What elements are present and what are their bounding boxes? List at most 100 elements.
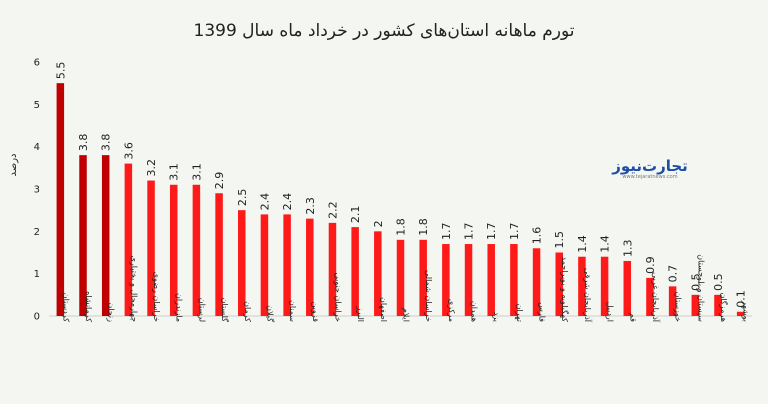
data-label: 2.2 [326,201,339,219]
data-label: 5.5 [54,62,67,80]
category-label: اردبیل [606,302,615,322]
data-label: 2.5 [236,189,249,207]
bar [215,193,223,316]
category-label: یزد [492,312,501,322]
data-label: 3.8 [100,134,113,152]
bar [555,252,563,316]
y-axis-label: درصد [8,153,19,176]
y-tick-label: 6 [34,58,40,69]
category-label: کهگیلویه و بویراحمد [560,256,570,322]
data-label: 2.4 [258,193,271,211]
category-label: سیستان و بلوچستان [696,254,705,322]
bar [238,210,246,316]
logo-url: www.tejaratnews.com [622,174,678,180]
bar [646,277,654,316]
bars [56,83,745,317]
category-label: خراسان جنوبی [333,272,342,322]
category-label: کردستان [61,293,70,322]
category-label: فارس [538,302,547,322]
data-label: 0.9 [644,256,657,274]
data-label: 3.8 [77,134,90,152]
category-label: آذربایجان غربی [651,272,661,323]
bar [192,184,201,316]
y-axis-ticks: 0 1 2 3 4 5 6 [34,58,40,323]
category-label: زنجان [107,302,116,322]
chart-title: تورم ماهانه استان‌های کشور در خرداد ماه … [194,21,575,41]
data-label: 0.7 [667,265,680,283]
data-label: 3.1 [190,163,203,181]
data-label: 0.1 [735,290,748,308]
y-tick-label: 2 [34,227,40,238]
category-label: بوشهر [742,300,751,322]
data-label: 1.7 [440,223,453,241]
category-label: مرکزی [447,299,456,322]
category-label: خراسان شمالی [424,270,433,322]
category-label: اصفهان [379,297,388,322]
bar [79,155,87,316]
y-tick-label: 1 [34,269,40,280]
data-label: 3.2 [145,159,158,177]
category-label: مازندران [175,293,184,322]
category-label: سمنان [288,300,297,322]
y-tick-label: 5 [34,100,40,111]
brand-logo: تجارت‌نیوز www.tejaratnews.com [610,158,690,188]
bar [147,180,155,316]
data-label: 2.9 [213,172,226,190]
category-label: ایلام [402,308,411,322]
bar [578,256,586,316]
bar [124,163,133,316]
data-label: 1.8 [417,218,430,236]
data-label: 3.1 [168,163,181,181]
data-label: 1.6 [531,227,544,245]
category-label: خراسان رضوی [152,272,161,322]
data-label: 0.5 [712,273,725,291]
category-label: تهران [515,304,524,322]
category-label: همدان [470,301,479,322]
bar [169,184,178,316]
bar [532,248,541,316]
data-label: 1.4 [576,235,589,253]
bar [736,311,745,316]
bar [487,244,495,316]
y-tick-label: 4 [34,142,40,153]
logo-name: تجارت‌نیوز [612,157,688,175]
bar [623,260,632,316]
bar [374,231,382,316]
bar [668,286,677,316]
category-label: چهارمحال و بختیاری [129,256,138,322]
data-label: 1.5 [553,231,566,249]
bar [600,256,609,316]
bar [306,218,314,316]
data-label: 1.7 [485,223,498,241]
bar [714,294,722,316]
category-label: لرستان [197,298,206,322]
category-label: آذربایجان شرقی [583,268,593,323]
data-label: 1.8 [395,218,408,236]
bar [464,244,473,316]
category-label: گیلان [265,305,275,322]
bar [442,244,450,316]
data-label: 2 [372,220,385,227]
bar [510,244,518,316]
data-label: 1.7 [463,223,476,241]
bar [283,214,291,316]
bar [101,155,110,316]
category-labels: کردستان کرمانشاه زنجان چهارمحال و بختیاری خر… [61,254,750,323]
bar [351,227,359,316]
bar [56,83,65,317]
category-label: کرمان [243,301,252,322]
data-label: 2.3 [304,197,317,215]
bar [328,222,337,316]
data-label: 3.6 [122,142,135,160]
y-tick-label: 0 [34,312,40,323]
bar [396,239,405,316]
data-label: 2.4 [281,193,294,211]
category-label: البرز [356,306,365,322]
category-label: خوزستان [674,292,683,322]
category-label: قزوین [311,302,320,323]
data-label: 1.3 [621,239,634,257]
y-tick-label: 3 [34,185,40,196]
category-label: کرمانشاه [84,291,93,322]
value-labels: 5.5 3.8 3.8 3.6 3.2 3.1 3.1 2.9 2.5 2.4 2.4 2.3 2.2 2… [54,62,747,308]
